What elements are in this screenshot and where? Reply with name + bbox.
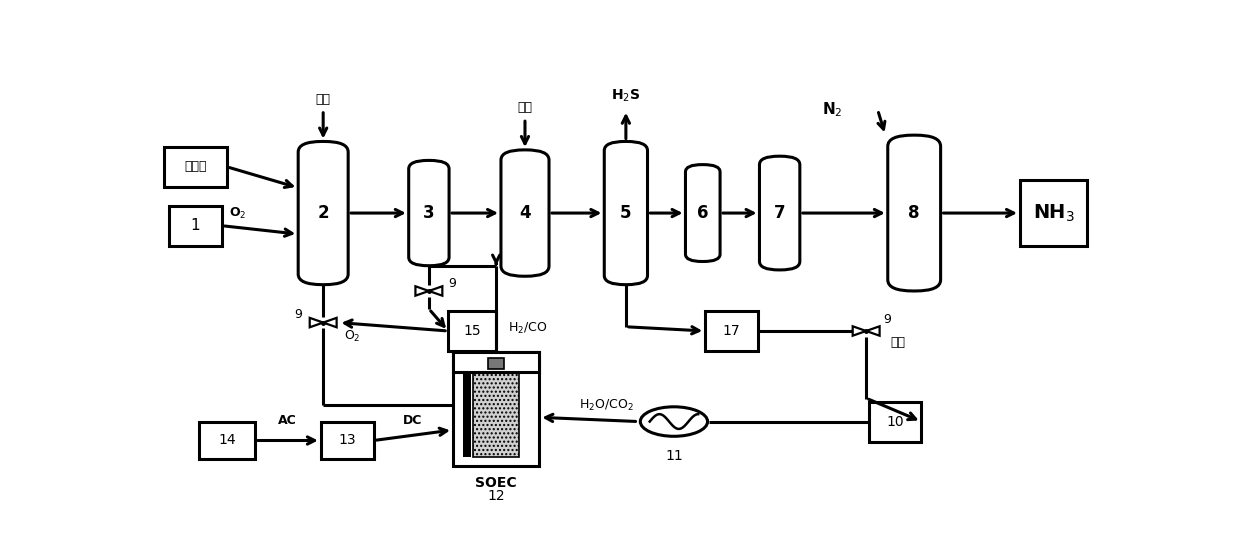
Text: 5: 5: [620, 204, 631, 222]
FancyBboxPatch shape: [463, 366, 471, 457]
FancyBboxPatch shape: [200, 422, 255, 459]
Polygon shape: [324, 318, 336, 327]
Text: 9: 9: [294, 307, 303, 321]
Text: 2: 2: [317, 204, 329, 222]
Circle shape: [640, 407, 708, 437]
Text: H$_2$/CO: H$_2$/CO: [507, 321, 547, 336]
Text: 10: 10: [887, 415, 904, 428]
Text: 12: 12: [487, 489, 505, 503]
Text: 11: 11: [665, 449, 683, 463]
Text: 3: 3: [423, 204, 435, 222]
FancyBboxPatch shape: [501, 150, 549, 276]
FancyBboxPatch shape: [448, 311, 496, 351]
Text: 8: 8: [909, 204, 920, 222]
Text: 7: 7: [774, 204, 785, 222]
Text: DC: DC: [402, 415, 422, 428]
FancyBboxPatch shape: [474, 366, 520, 457]
Text: 13: 13: [339, 434, 356, 447]
FancyBboxPatch shape: [164, 147, 227, 187]
Text: 蒸汽: 蒸汽: [316, 92, 331, 106]
Text: N$_2$: N$_2$: [822, 101, 843, 119]
Text: 9: 9: [883, 313, 892, 327]
Polygon shape: [415, 286, 429, 296]
FancyBboxPatch shape: [453, 352, 539, 373]
Polygon shape: [853, 326, 866, 336]
Text: SOEC: SOEC: [475, 476, 517, 490]
FancyBboxPatch shape: [1019, 181, 1087, 246]
FancyBboxPatch shape: [453, 352, 539, 466]
FancyBboxPatch shape: [489, 358, 503, 369]
Text: 6: 6: [697, 204, 708, 222]
Text: NH$_3$: NH$_3$: [1033, 202, 1075, 224]
Polygon shape: [866, 326, 879, 336]
Text: 9: 9: [448, 277, 456, 290]
FancyBboxPatch shape: [604, 142, 647, 284]
Text: O$_2$: O$_2$: [345, 328, 361, 344]
FancyBboxPatch shape: [409, 160, 449, 266]
Text: 蒸汽: 蒸汽: [890, 336, 905, 349]
Polygon shape: [429, 286, 443, 296]
FancyBboxPatch shape: [868, 401, 921, 441]
Text: 1: 1: [191, 218, 200, 233]
Text: 17: 17: [723, 324, 740, 338]
Text: O$_2$: O$_2$: [229, 206, 247, 220]
Text: 4: 4: [520, 204, 531, 222]
FancyBboxPatch shape: [298, 142, 348, 284]
Text: 14: 14: [218, 434, 236, 447]
Text: 石脑油: 石脑油: [184, 160, 207, 173]
FancyBboxPatch shape: [169, 206, 222, 246]
Text: 蒸汽: 蒸汽: [517, 101, 532, 114]
Text: 15: 15: [464, 324, 481, 338]
FancyBboxPatch shape: [321, 422, 373, 459]
Polygon shape: [310, 318, 324, 327]
FancyBboxPatch shape: [888, 135, 941, 291]
Text: AC: AC: [278, 415, 296, 428]
Text: H$_2$S: H$_2$S: [611, 88, 641, 104]
FancyBboxPatch shape: [686, 165, 720, 261]
FancyBboxPatch shape: [706, 311, 758, 351]
Text: H$_2$O/CO$_2$: H$_2$O/CO$_2$: [579, 398, 634, 413]
FancyBboxPatch shape: [759, 156, 800, 270]
